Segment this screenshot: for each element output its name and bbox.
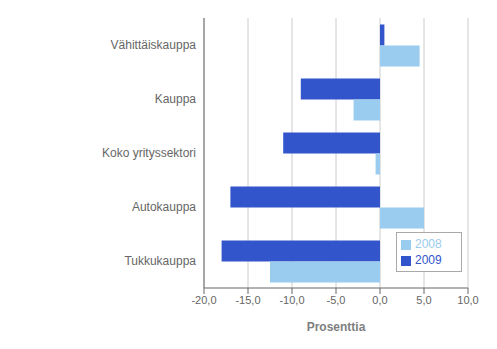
svg-text:-15,0: -15,0 <box>235 294 260 306</box>
html-text:2008: 2008 <box>415 237 442 251</box>
svg-text:0,0: 0,0 <box>372 294 387 306</box>
svg-text:Prosenttia: Prosenttia <box>307 320 366 334</box>
svg-text:-5,0: -5,0 <box>327 294 346 306</box>
svg-text:5,0: 5,0 <box>416 294 431 306</box>
svg-text:10,0: 10,0 <box>457 294 478 306</box>
svg-text:Tukkukauppa: Tukkukauppa <box>124 254 196 268</box>
svg-text:Koko yrityssektori: Koko yrityssektori <box>102 146 196 160</box>
svg-text:Vähittäiskauppa: Vähittäiskauppa <box>111 38 197 52</box>
svg-text:Autokauppa: Autokauppa <box>132 200 196 214</box>
html-text:2009: 2009 <box>415 253 442 267</box>
svg-text:Kauppa: Kauppa <box>155 92 197 106</box>
svg-text:-20,0: -20,0 <box>191 294 216 306</box>
svg-text:-10,0: -10,0 <box>279 294 304 306</box>
